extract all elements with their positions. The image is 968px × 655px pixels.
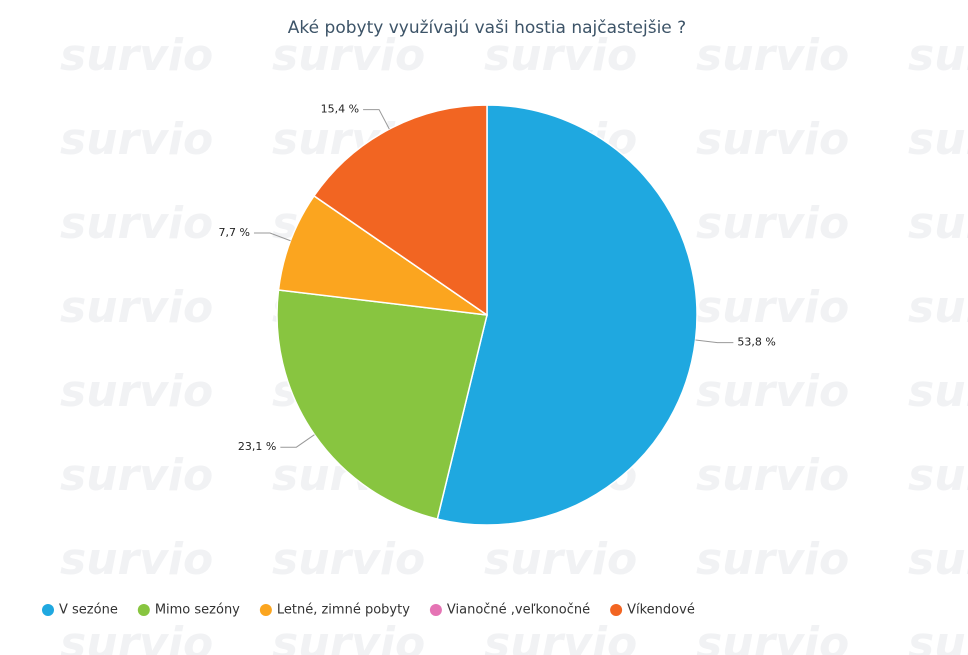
watermark: survio bbox=[484, 618, 637, 655]
leader-line bbox=[695, 339, 734, 344]
watermark: survio bbox=[60, 450, 213, 501]
watermark: survio bbox=[696, 198, 849, 249]
legend-swatch bbox=[259, 604, 272, 616]
pie-slice bbox=[276, 289, 488, 520]
data-label: 23,1 % bbox=[238, 440, 276, 453]
data-label: 7,7 % bbox=[219, 226, 250, 239]
watermark: survio bbox=[696, 30, 849, 81]
watermark: survio bbox=[696, 618, 849, 655]
legend-label: Mimo sezóny bbox=[155, 603, 240, 618]
watermark: survio bbox=[908, 282, 968, 333]
data-label: 15,4 % bbox=[321, 103, 359, 116]
pie-slice bbox=[436, 104, 698, 526]
legend-label: Víkendové bbox=[627, 603, 695, 618]
watermark: survio bbox=[60, 198, 213, 249]
watermark: survio bbox=[272, 534, 425, 585]
legend-swatch bbox=[429, 604, 442, 616]
legend-swatch bbox=[610, 604, 623, 616]
pie-slice bbox=[277, 194, 488, 316]
watermark: survio bbox=[908, 534, 968, 585]
watermark: survio bbox=[484, 30, 637, 81]
watermark: survio bbox=[696, 282, 849, 333]
watermark: survio bbox=[908, 198, 968, 249]
pie-slice bbox=[313, 104, 488, 317]
watermark: survio bbox=[696, 534, 849, 585]
leader-line bbox=[280, 434, 315, 448]
data-label: 53,8 % bbox=[737, 336, 775, 349]
watermark: survio bbox=[484, 534, 637, 585]
watermark: survio bbox=[696, 366, 849, 417]
legend-label: V sezóne bbox=[59, 603, 118, 618]
watermark: survio bbox=[908, 30, 968, 81]
watermark: survio bbox=[60, 30, 213, 81]
legend-label: Letné, zimné pobyty bbox=[277, 603, 410, 618]
watermark: survio bbox=[908, 450, 968, 501]
watermark: survio bbox=[696, 114, 849, 165]
legend-swatch bbox=[137, 604, 150, 616]
leader-line bbox=[253, 232, 291, 242]
watermark: survio bbox=[60, 366, 213, 417]
watermark: survio bbox=[60, 534, 213, 585]
watermark: survio bbox=[908, 618, 968, 655]
legend-label: Vianočné ,veľkonočné bbox=[447, 603, 590, 618]
watermark: survio bbox=[908, 366, 968, 417]
watermark: survio bbox=[60, 282, 213, 333]
legend-swatch bbox=[42, 604, 54, 616]
watermark: survio bbox=[60, 618, 213, 655]
watermark: survio bbox=[272, 30, 425, 81]
leader-line bbox=[363, 109, 390, 130]
watermark: survio bbox=[272, 618, 425, 655]
chart-title: Aké pobyty využívajú vaši hostia najčast… bbox=[288, 18, 686, 38]
watermark: survio bbox=[60, 114, 213, 165]
watermark: survio bbox=[696, 450, 849, 501]
watermark: survio bbox=[908, 114, 968, 165]
